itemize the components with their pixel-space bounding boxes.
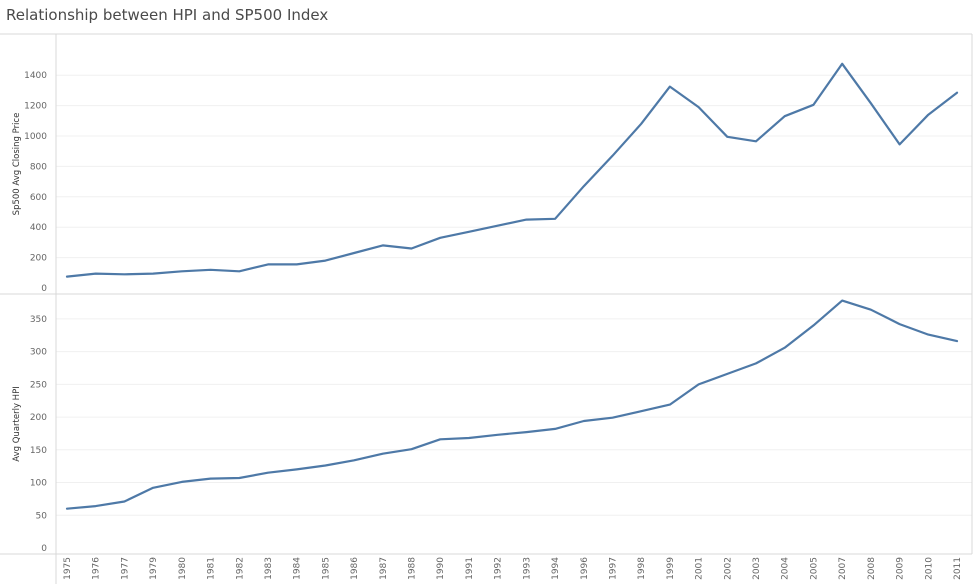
- x-tick-label: 1985: [321, 557, 331, 580]
- x-tick-label: 1993: [522, 557, 532, 580]
- y-axis-title: Avg Quarterly HPI: [12, 386, 22, 461]
- x-tick-label: 1987: [379, 557, 389, 580]
- x-tick-labels: 1975 1976 1977 1979 1980 1981 1982 1983 1984 1985…: [63, 557, 963, 580]
- x-tick-label: 1983: [264, 557, 274, 580]
- x-tick-label: 1990: [436, 557, 446, 580]
- y-tick-label: 800: [30, 162, 47, 172]
- x-tick-label: 1996: [580, 557, 590, 580]
- y-tick-label: 350: [30, 315, 47, 325]
- x-tick-label: 1979: [149, 557, 159, 580]
- y-tick-label: 1400: [24, 71, 47, 81]
- x-tick-label: 2010: [924, 557, 934, 580]
- x-tick-label: 2005: [809, 557, 819, 580]
- x-tick-label: 1999: [666, 557, 676, 580]
- x-tick-label: 2002: [723, 557, 733, 580]
- y-tick-label: 0: [41, 544, 47, 554]
- x-tick-label: 2009: [896, 557, 906, 580]
- x-tick-label: 1980: [178, 557, 188, 580]
- chart-frame: [0, 33, 973, 584]
- x-tick-label: 1976: [92, 557, 102, 580]
- x-tick-label: 1975: [63, 557, 73, 580]
- y-tick-label: 50: [36, 511, 48, 521]
- y-tick-labels: 0 200 400 600 800 1000 1200 1400 0 50 100 150 200 250…: [24, 71, 47, 554]
- x-tick-label: 1977: [120, 557, 130, 580]
- y-tick-label: 200: [30, 254, 47, 264]
- y-tick-label: 250: [30, 380, 47, 390]
- series-line: [65, 62, 959, 278]
- x-tick-label: 1982: [235, 557, 245, 580]
- y-tick-label: 400: [30, 223, 47, 233]
- y-tick-label: 600: [30, 193, 47, 203]
- y-tick-label: 1200: [24, 102, 47, 112]
- x-tick-label: 1998: [637, 557, 647, 580]
- x-tick-label: 2003: [752, 557, 762, 580]
- y-tick-label: 300: [30, 348, 47, 358]
- y-tick-label: 150: [30, 446, 47, 456]
- x-tick-label: 1981: [207, 557, 217, 580]
- y-tick-label: 100: [30, 479, 47, 489]
- x-tick-label: 1984: [293, 557, 303, 580]
- x-tick-label: 2011: [953, 557, 963, 580]
- x-tick-label: 2007: [838, 557, 848, 580]
- y-tick-label: 200: [30, 413, 47, 423]
- x-tick-label: 1988: [408, 557, 418, 580]
- x-tick-label: 2001: [695, 557, 705, 580]
- series-layer: [65, 62, 959, 510]
- x-tick-label: 1992: [494, 557, 504, 580]
- series-line: [65, 299, 959, 510]
- chart-title: Relationship between HPI and SP500 Index: [6, 6, 329, 24]
- y-axis-title: Sp500 Avg Closing Price: [12, 113, 22, 216]
- y-tick-label: 0: [41, 284, 47, 294]
- x-tick-label: 1986: [350, 557, 360, 580]
- x-tick-label: 2008: [867, 557, 877, 580]
- y-axis-titles: Sp500 Avg Closing Price Avg Quarterly HPI: [12, 113, 22, 462]
- x-tick-label: 1991: [465, 557, 475, 580]
- x-tick-label: 2004: [781, 557, 791, 580]
- y-tick-label: 1000: [24, 132, 47, 142]
- x-tick-label: 1994: [551, 557, 561, 580]
- x-tick-label: 1997: [608, 557, 618, 580]
- grid-layer: [56, 74, 972, 516]
